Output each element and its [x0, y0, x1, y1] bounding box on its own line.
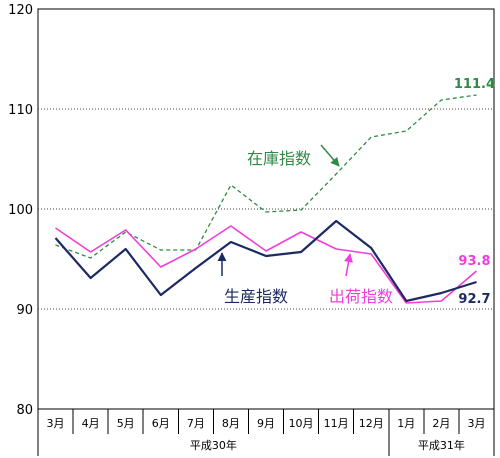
end-value-labels: 92.7 93.8 111.4 — [454, 77, 495, 307]
end-value-label-inventory: 111.4 — [454, 77, 495, 92]
x-tick-label: 4月 — [82, 417, 100, 430]
x-tick-label: 3月 — [47, 417, 65, 430]
annotation-label-shipments: 出荷指数 — [329, 287, 393, 306]
y-axis-labels: 80 90 100 110 120 — [8, 3, 33, 418]
series-annotations: 在庫指数 生産指数 出荷指数 — [217, 144, 393, 306]
annotation-label-inventory: 在庫指数 — [247, 149, 311, 168]
year-group-label: 平成31年 — [418, 438, 465, 452]
end-value-label-production: 92.7 — [458, 292, 490, 307]
x-tick-label: 7月 — [187, 417, 205, 430]
x-tick-label: 12月 — [359, 417, 384, 430]
x-tick-label: 10月 — [289, 417, 314, 430]
y-tick-label: 110 — [8, 103, 33, 118]
x-tick-label: 3月 — [467, 417, 485, 430]
x-tick-label: 1月 — [397, 417, 415, 430]
annotation-label-production: 生産指数 — [224, 287, 288, 306]
series-line-shipments — [55, 225, 478, 304]
gridlines — [38, 108, 494, 310]
year-group-label: 平成30年 — [190, 438, 237, 452]
series-lines — [54, 94, 478, 304]
annotation-arrow-inventory — [320, 144, 340, 167]
x-tick-label: 9月 — [257, 417, 275, 430]
y-tick-label: 80 — [16, 403, 33, 418]
y-tick-label: 90 — [16, 303, 33, 318]
y-tick-label: 120 — [8, 3, 33, 18]
series-line-production — [54, 219, 477, 303]
x-tick-label: 8月 — [222, 417, 240, 430]
x-tick-label: 5月 — [117, 417, 135, 430]
x-tick-label: 2月 — [432, 417, 450, 430]
series-line-inventory — [55, 94, 477, 259]
x-tick-label: 11月 — [324, 417, 349, 430]
x-tick-label: 6月 — [152, 417, 170, 430]
end-value-label-shipments: 93.8 — [458, 254, 490, 269]
annotation-arrow-shipments — [344, 253, 353, 277]
y-tick-label: 100 — [8, 203, 33, 218]
